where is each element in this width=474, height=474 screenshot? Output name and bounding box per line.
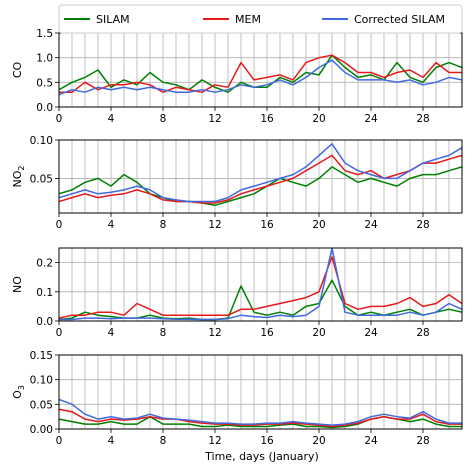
x-tick-label: 28 <box>416 113 429 125</box>
y-tick-label: 0.05 <box>30 399 53 411</box>
x-tick-label: 20 <box>312 113 325 125</box>
x-tick-label: 8 <box>160 219 167 231</box>
x-tick-label: 16 <box>260 327 274 339</box>
y-axis-label: O3 <box>11 385 26 399</box>
x-tick-label: 24 <box>364 327 378 339</box>
axes-frame <box>58 247 463 322</box>
y-tick-label: 0.0 <box>36 102 53 114</box>
y-tick-label: 0.5 <box>36 77 53 89</box>
x-tick-label: 16 <box>260 435 274 447</box>
legend-frame <box>58 4 463 34</box>
y-tick-label: 0.00 <box>30 424 53 436</box>
y-tick-label: 1.5 <box>36 28 53 40</box>
y-axis-label: NO2 <box>11 166 26 188</box>
x-tick-label: 24 <box>364 219 378 231</box>
x-tick-label: 0 <box>56 435 63 447</box>
x-tick-label: 12 <box>208 435 221 447</box>
x-tick-label: 20 <box>312 435 325 447</box>
x-tick-label: 4 <box>108 327 115 339</box>
legend-label-corrected-silam: Corrected SILAM <box>354 13 445 26</box>
x-tick-label: 28 <box>416 435 429 447</box>
panel-2: 0.0 0.1 0.2 0 4 8 12 16 20 24 28 NO <box>11 247 463 339</box>
x-tick-label: 16 <box>260 113 274 125</box>
series-line-mem <box>59 408 462 428</box>
y-tick-label: 0.10 <box>30 135 53 147</box>
axes-frame <box>58 139 463 214</box>
series-line-silam <box>59 54 462 93</box>
x-tick-label: 12 <box>208 113 221 125</box>
x-tick-label: 24 <box>364 113 378 125</box>
legend-label-silam: SILAM <box>96 13 130 26</box>
y-tick-label: 1.0 <box>36 53 53 65</box>
x-tick-label: 28 <box>416 219 429 231</box>
y-axis-label: NO <box>11 276 24 293</box>
axes-frame <box>58 354 463 430</box>
panel-1: 0.05 0.10 0 4 8 12 16 20 24 28 NO2 <box>11 135 463 231</box>
series-line-corrected-silam <box>59 143 462 203</box>
y-axis-label: CO <box>11 61 24 78</box>
x-tick-label: 24 <box>364 435 378 447</box>
x-tick-label: 12 <box>208 327 221 339</box>
x-tick-label: 12 <box>208 219 221 231</box>
y-tick-label: 0.1 <box>36 287 53 299</box>
series-line-mem <box>59 54 462 93</box>
legend-label-mem: MEM <box>235 13 261 26</box>
series-line-mem <box>59 256 462 319</box>
x-tick-label: 8 <box>160 435 167 447</box>
series-line-corrected-silam <box>59 59 462 96</box>
panel-0: 0.0 0.5 1.0 1.5 0 4 8 12 16 20 24 28 CO <box>11 28 463 125</box>
x-tick-label: 0 <box>56 219 63 231</box>
series-line-corrected-silam <box>59 248 462 321</box>
series-line-silam <box>59 166 462 207</box>
x-tick-label: 20 <box>312 327 325 339</box>
series-line-corrected-silam <box>59 398 462 426</box>
series-line-mem <box>59 154 462 204</box>
y-tick-label: 0.05 <box>30 173 53 185</box>
y-tick-label: 0.15 <box>30 350 53 362</box>
x-tick-label: 4 <box>108 435 115 447</box>
x-tick-label: 20 <box>312 219 325 231</box>
legend: SILAM MEM Corrected SILAM <box>58 4 463 34</box>
x-tick-label: 0 <box>56 327 63 339</box>
y-tick-label: 0.2 <box>36 258 53 270</box>
x-tick-label: 4 <box>108 113 115 125</box>
x-tick-label: 4 <box>108 219 115 231</box>
x-tick-label: 8 <box>160 113 167 125</box>
panel-3: 0.00 0.05 0.10 0.15 0 4 8 12 16 20 24 28 O3 <box>11 350 463 447</box>
x-tick-label: 8 <box>160 327 167 339</box>
y-tick-label: 0.0 <box>36 316 53 328</box>
y-tick-label: 0.10 <box>30 375 53 387</box>
axes-frame <box>58 32 463 108</box>
x-tick-label: 28 <box>416 327 429 339</box>
x-tick-label: 16 <box>260 219 274 231</box>
x-axis-label: Time, days (January) <box>204 450 319 463</box>
x-tick-label: 0 <box>56 113 63 125</box>
